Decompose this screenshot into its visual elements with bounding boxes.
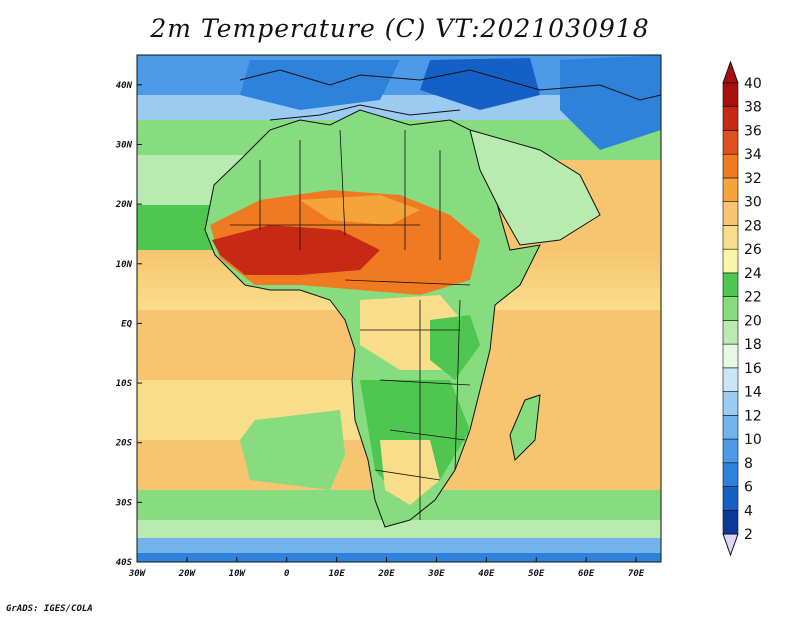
y-tick-label: 10N (116, 260, 133, 270)
colorbar-swatch (722, 391, 739, 416)
footer-credit: GrADS: IGES/COLA (6, 604, 93, 614)
colorbar-label: 14 (744, 385, 762, 401)
x-tick-label: 30W (128, 569, 147, 579)
country-borders (230, 129, 471, 520)
colorbar-cap-top (722, 60, 739, 84)
colorbar-label: 2 (744, 527, 753, 543)
colorbar-swatch (722, 177, 739, 202)
x-tick-label: 40E (478, 569, 495, 579)
colorbar-swatch (722, 486, 739, 511)
x-tick-label: 30E (427, 569, 445, 579)
y-axis: 40S 30S 20S 10S EQ 10N 20N 30N 40N (115, 81, 142, 568)
colorbar-swatch (722, 296, 739, 321)
x-tick-label: 70E (628, 569, 645, 579)
colorbar-label: 18 (744, 337, 762, 353)
x-tick-label: 10W (229, 569, 247, 579)
x-tick-label: 50E (528, 569, 545, 579)
map-field (137, 55, 661, 562)
y-tick-label: 40S (116, 558, 133, 568)
y-tick-label: 30N (115, 140, 133, 150)
y-tick-label: 20N (115, 200, 133, 210)
colorbar-swatch (722, 509, 739, 535)
colorbar-label: 20 (744, 313, 762, 329)
y-tick-label: 10S (116, 379, 133, 389)
plot-frame (136, 54, 662, 563)
colorbar-label: 10 (744, 432, 762, 448)
colorbar-label: 24 (744, 266, 762, 282)
colorbar-label: 22 (744, 290, 762, 306)
colorbar-swatch (722, 320, 739, 345)
colorbar-label: 12 (744, 408, 762, 424)
colorbar-swatch (722, 248, 739, 274)
colorbar-swatch (722, 438, 739, 464)
colorbar-swatch (722, 201, 739, 226)
colorbar-label: 4 (744, 503, 753, 519)
colorbar-label: 6 (744, 480, 753, 496)
colorbar-swatch (722, 462, 739, 487)
colorbar-swatch (722, 106, 739, 131)
colorbar-swatch (722, 343, 739, 369)
y-tick-label: EQ (121, 319, 132, 329)
colorbar-swatch (722, 130, 739, 155)
x-tick-label: 20W (178, 569, 197, 579)
colorbar-swatch (722, 367, 739, 392)
colorbar-label: 38 (744, 100, 762, 116)
colorbar-swatch (722, 225, 739, 250)
colorbar-label: 8 (744, 456, 753, 472)
page-title: 2m Temperature (C) VT:2021030918 (150, 14, 650, 43)
x-axis: 30W 20W 10W 0 10E 20E 30E 40E 50E 60E 70E (128, 557, 645, 579)
x-tick-label: 10E (328, 569, 345, 579)
x-tick-label: 20E (377, 569, 395, 579)
colorbar-label: 36 (744, 123, 762, 139)
y-tick-label: 30S (115, 498, 133, 508)
colorbar-swatch (722, 272, 739, 297)
x-tick-label: 0 (284, 569, 290, 579)
colorbar-swatch (722, 153, 739, 179)
y-tick-label: 20S (115, 439, 133, 449)
colorbar-label: 26 (744, 242, 762, 258)
colorbar-label: 30 (744, 195, 762, 211)
colorbar-cap-bottom (722, 533, 739, 557)
y-tick-label: 40N (116, 81, 133, 91)
colorbar-swatch (722, 415, 739, 440)
colorbar-label: 32 (744, 171, 762, 187)
x-tick-label: 60E (578, 569, 595, 579)
colorbar-swatch (722, 82, 739, 108)
colorbar-label: 40 (744, 76, 762, 92)
colorbar-label: 28 (744, 218, 762, 234)
colorbar-label: 16 (744, 361, 762, 377)
colorbar-label: 34 (744, 147, 762, 163)
